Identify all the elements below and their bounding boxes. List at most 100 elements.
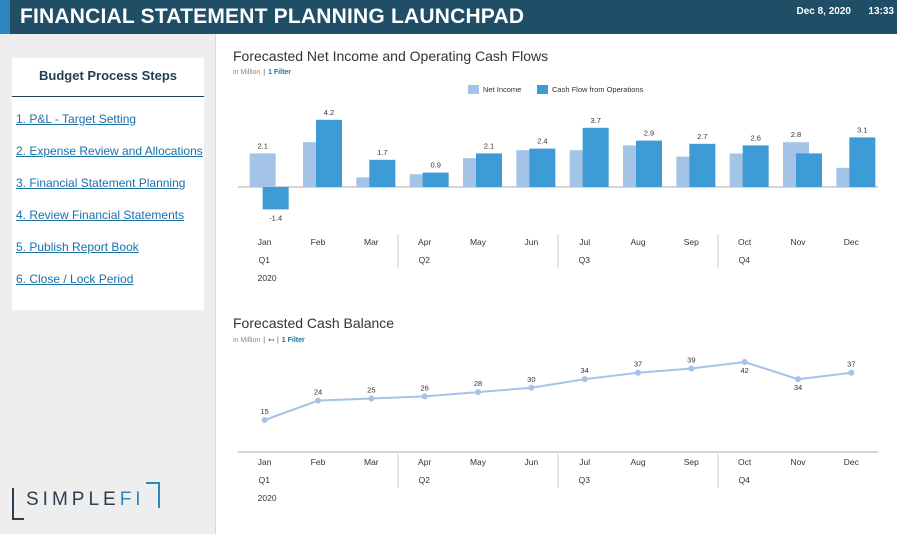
chart1-month-aug: Aug	[630, 237, 645, 247]
legend-net-income-label: Net Income	[483, 85, 521, 94]
chart2-filter-link[interactable]: 1 Filter	[281, 337, 305, 344]
header-time: 13:33	[868, 6, 894, 17]
chart1-quarter-q4: Q4	[739, 255, 751, 265]
logo-text: SIMPLEFI	[26, 489, 145, 511]
chart1-month-dec: Dec	[844, 237, 860, 247]
bar-label-nov-0: 2.8	[791, 130, 801, 139]
cash-balance-point-nov[interactable]	[795, 376, 801, 383]
bar-cash-flow-apr[interactable]	[422, 172, 449, 187]
page-title: FINANCIAL STATEMENT PLANNING LAUNCHPAD	[20, 5, 525, 28]
bar-label-may-1: 2.1	[484, 141, 494, 150]
cash-balance-point-aug[interactable]	[635, 369, 641, 376]
bar-label-apr-1: 0.9	[430, 161, 440, 170]
chart2-sub-sep2: |	[276, 337, 279, 344]
chart1-quarter-q1: Q1	[259, 255, 271, 265]
chart1-quarter-q3: Q3	[579, 255, 591, 265]
cash-balance-label-feb: 24	[314, 388, 322, 397]
chart2-sub-sep: |	[263, 337, 266, 344]
chart1-month-sep: Sep	[684, 237, 699, 247]
chart1-month-may: May	[470, 237, 487, 247]
step-link-expense-review[interactable]: 2. Expense Review and Allocations	[16, 144, 203, 158]
chart1-unit: in Million	[233, 69, 261, 76]
logo-bracket-right-top	[146, 482, 160, 484]
chart2-year-label: 2020	[258, 493, 277, 503]
header-date: Dec 8, 2020	[796, 6, 852, 17]
bar-cash-flow-jul[interactable]	[582, 127, 609, 187]
bar-label-jul-1: 3.7	[590, 116, 600, 125]
chart2-month-dec: Dec	[844, 457, 860, 467]
chart2-month-nov: Nov	[790, 457, 806, 467]
bar-label-dec-1: 3.1	[857, 125, 867, 134]
cash-balance-line	[264, 360, 852, 421]
logo-text-accent: FI	[119, 489, 145, 510]
chart1-month-jun: Jun	[524, 237, 538, 247]
chart1-sub-sep: |	[263, 69, 266, 76]
step-link-target-setting[interactable]: 1. P&L - Target Setting	[16, 112, 137, 126]
steps-title: Budget Process Steps	[39, 68, 177, 83]
logo-bracket-left-bottom	[12, 518, 24, 520]
chart2-month-sep: Sep	[684, 457, 699, 467]
chart2-month-mar: Mar	[364, 457, 379, 467]
chart1-title: Forecasted Net Income and Operating Cash…	[233, 48, 549, 64]
chart2-month-apr: Apr	[418, 457, 431, 467]
cash-balance-label-dec: 37	[847, 360, 855, 369]
cash-balance-label-jun: 30	[527, 375, 535, 384]
cash-balance-point-jan[interactable]	[261, 417, 268, 423]
chart1-month-mar: Mar	[364, 237, 379, 247]
cash-balance-point-sep[interactable]	[688, 365, 695, 372]
left-panel: Budget Process Steps 1. P&L - Target Set…	[0, 34, 216, 534]
cash-balance-point-apr[interactable]	[421, 393, 428, 400]
legend-cash-flow-swatch	[537, 85, 548, 94]
chart1-month-jul: Jul	[579, 237, 590, 247]
bar-cash-flow-nov[interactable]	[796, 153, 822, 187]
chart1-month-jan: Jan	[258, 237, 272, 247]
logo-text-main: SIMPLE	[26, 489, 120, 510]
bar-cash-flow-oct[interactable]	[742, 145, 769, 187]
chart2-quarter-q2: Q2	[419, 475, 431, 485]
cash-balance-point-mar[interactable]	[368, 395, 375, 402]
bar-label-feb-1: 4.2	[324, 108, 334, 117]
bar-cash-flow-jan[interactable]	[262, 187, 289, 210]
chart2-month-jun: Jun	[524, 457, 538, 467]
bar-cash-flow-sep[interactable]	[689, 143, 716, 187]
chart2-month-may: May	[470, 457, 487, 467]
cash-balance-point-jul[interactable]	[581, 376, 588, 383]
cash-balance-label-may: 28	[474, 379, 482, 388]
bar-cash-flow-jun[interactable]	[529, 148, 556, 187]
cash-balance-point-feb[interactable]	[315, 397, 321, 404]
cash-balance-point-oct[interactable]	[741, 359, 748, 365]
bar-label-jun-1: 2.4	[537, 137, 547, 146]
chart2-month-aug: Aug	[630, 457, 645, 467]
bar-cash-flow-may[interactable]	[476, 153, 502, 187]
bar-cash-flow-dec[interactable]	[849, 137, 876, 187]
chart2-quarter-q1: Q1	[259, 475, 271, 485]
bar-label-mar-1: 1.7	[377, 148, 387, 157]
cash-balance-point-jun[interactable]	[528, 384, 535, 391]
bar-cash-flow-feb[interactable]	[316, 119, 342, 187]
header-accent	[0, 0, 10, 34]
chart2-link-icon[interactable]: ↤	[268, 337, 274, 344]
step-link-publish-report[interactable]: 5. Publish Report Book	[16, 240, 139, 254]
chart1-filter-link[interactable]: 1 Filter	[268, 69, 292, 76]
chart2-month-feb: Feb	[311, 457, 326, 467]
chart2-month-jul: Jul	[579, 457, 590, 467]
legend-net-income-swatch	[468, 85, 479, 94]
bar-net-income-jan[interactable]	[249, 153, 276, 187]
legend-cash-flow-label: Cash Flow from Operations	[552, 85, 644, 94]
cash-balance-point-may[interactable]	[475, 389, 481, 396]
cash-balance-point-dec[interactable]	[848, 369, 855, 376]
chart1-month-feb: Feb	[311, 237, 326, 247]
chart1-month-oct: Oct	[738, 237, 752, 247]
logo-bracket-left	[12, 488, 14, 520]
bar-cash-flow-aug[interactable]	[636, 140, 662, 187]
bar-cash-flow-mar[interactable]	[369, 159, 396, 187]
step-link-review-statements[interactable]: 4. Review Financial Statements	[16, 208, 185, 222]
chart2-month-oct: Oct	[738, 457, 752, 467]
chart1-month-apr: Apr	[418, 237, 431, 247]
header-bar: FINANCIAL STATEMENT PLANNING LAUNCHPAD D…	[0, 0, 897, 34]
bar-label-sep-1: 2.7	[697, 132, 707, 141]
bar-label-jan-1: -1.4	[269, 213, 282, 222]
step-link-financial-planning[interactable]: 3. Financial Statement Planning	[16, 176, 186, 190]
step-link-close-period[interactable]: 6. Close / Lock Period	[16, 272, 134, 286]
